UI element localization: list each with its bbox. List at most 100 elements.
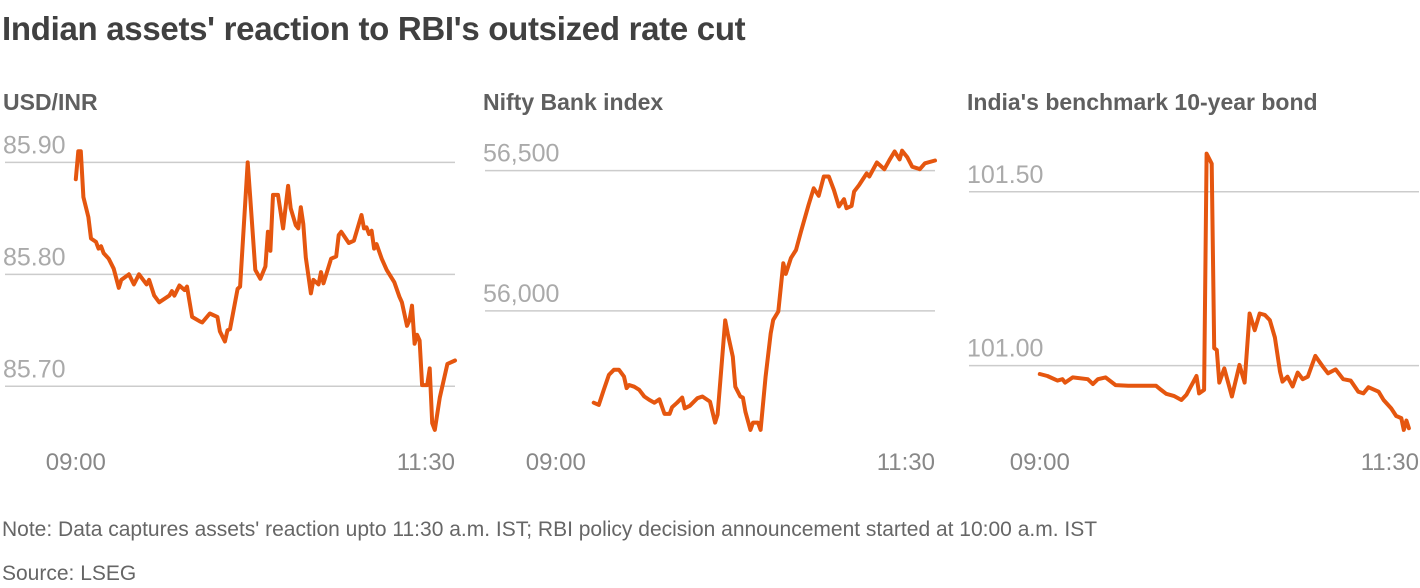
data-point — [751, 421, 755, 425]
data-point — [370, 229, 374, 233]
data-point — [296, 226, 300, 230]
data-point — [607, 373, 611, 377]
data-point — [675, 401, 679, 405]
data-point — [852, 190, 856, 194]
data-point — [1404, 419, 1408, 422]
data-point — [1217, 381, 1221, 385]
data-point — [236, 287, 240, 291]
data-point — [408, 318, 411, 322]
data-point — [246, 160, 250, 164]
data-point — [1238, 363, 1241, 367]
data-point — [1258, 312, 1262, 315]
data-point — [781, 261, 785, 265]
data-point — [1278, 370, 1282, 373]
data-point — [837, 205, 841, 208]
data-point — [642, 395, 646, 398]
data-point — [372, 247, 376, 251]
footnote: Note: Data captures assets' reaction upt… — [2, 518, 1098, 541]
data-point — [86, 215, 90, 219]
data-point — [1061, 377, 1064, 381]
data-point — [657, 397, 661, 401]
data-point — [716, 413, 720, 417]
data-point — [794, 248, 798, 252]
data-point — [365, 225, 368, 229]
panel-3: India's benchmark 10-year bond 101.50 101.… — [967, 89, 1419, 476]
data-point — [731, 355, 735, 359]
data-point — [410, 304, 414, 308]
x-tick-label: 09:00 — [1010, 449, 1070, 476]
data-point — [1243, 381, 1247, 385]
panel-2: Nifty Bank index 56,500 56,000 09:00 11:30 — [483, 89, 937, 476]
data-point — [1205, 152, 1209, 156]
data-point — [592, 401, 596, 405]
data-point — [1273, 336, 1277, 339]
data-point — [1172, 394, 1176, 398]
data-point — [1286, 375, 1289, 379]
data-point — [1038, 372, 1042, 376]
data-point — [898, 157, 902, 161]
data-point — [1356, 390, 1360, 394]
data-point — [268, 249, 272, 253]
data-point — [152, 294, 156, 298]
data-point — [208, 312, 212, 315]
data-point — [827, 175, 831, 178]
data-point — [857, 183, 861, 187]
data-point — [1056, 379, 1059, 383]
data-point — [375, 242, 379, 246]
data-point — [708, 400, 712, 404]
data-point — [286, 184, 290, 188]
data-point — [400, 300, 404, 304]
data-point — [1361, 391, 1365, 395]
data-point — [425, 383, 429, 387]
data-point — [248, 195, 252, 199]
data-point — [1086, 377, 1090, 381]
data-point — [1184, 393, 1188, 397]
data-point — [1301, 377, 1305, 381]
data-point — [1248, 312, 1252, 315]
data-point — [759, 428, 763, 432]
data-point — [339, 230, 343, 234]
data-point — [1210, 162, 1214, 166]
data-point — [647, 398, 651, 402]
data-point — [415, 333, 419, 337]
data-point — [132, 282, 136, 286]
data-point — [1326, 371, 1330, 375]
data-point — [652, 401, 656, 405]
data-point — [1202, 388, 1206, 392]
data-point — [597, 403, 601, 407]
data-point — [905, 155, 909, 159]
data-point — [627, 383, 631, 387]
data-point — [185, 285, 189, 289]
data-point — [769, 331, 773, 335]
data-point — [612, 368, 616, 372]
data-point — [1341, 377, 1345, 381]
data-point — [688, 404, 692, 408]
data-point — [1195, 374, 1198, 378]
data-point — [632, 385, 636, 389]
data-point — [918, 167, 922, 171]
data-point — [622, 375, 626, 379]
data-point — [743, 410, 747, 414]
data-point — [238, 285, 242, 289]
data-point — [215, 315, 219, 319]
data-point — [1407, 426, 1411, 430]
data-point — [1394, 414, 1398, 418]
y-tick-label: 85.90 — [3, 131, 66, 159]
series-line — [591, 148, 937, 432]
data-point — [218, 329, 222, 333]
data-point — [910, 165, 914, 169]
data-point — [713, 421, 717, 425]
data-point — [1268, 318, 1272, 322]
series-line — [73, 149, 457, 432]
data-point — [263, 265, 267, 268]
data-point — [337, 233, 341, 237]
data-point — [97, 247, 100, 251]
data-point — [1349, 379, 1353, 383]
data-point — [81, 195, 85, 199]
data-point — [625, 386, 629, 390]
data-point — [617, 368, 621, 372]
data-point — [322, 281, 325, 285]
data-point — [683, 406, 687, 410]
data-point — [1382, 398, 1386, 402]
data-point — [817, 194, 821, 198]
